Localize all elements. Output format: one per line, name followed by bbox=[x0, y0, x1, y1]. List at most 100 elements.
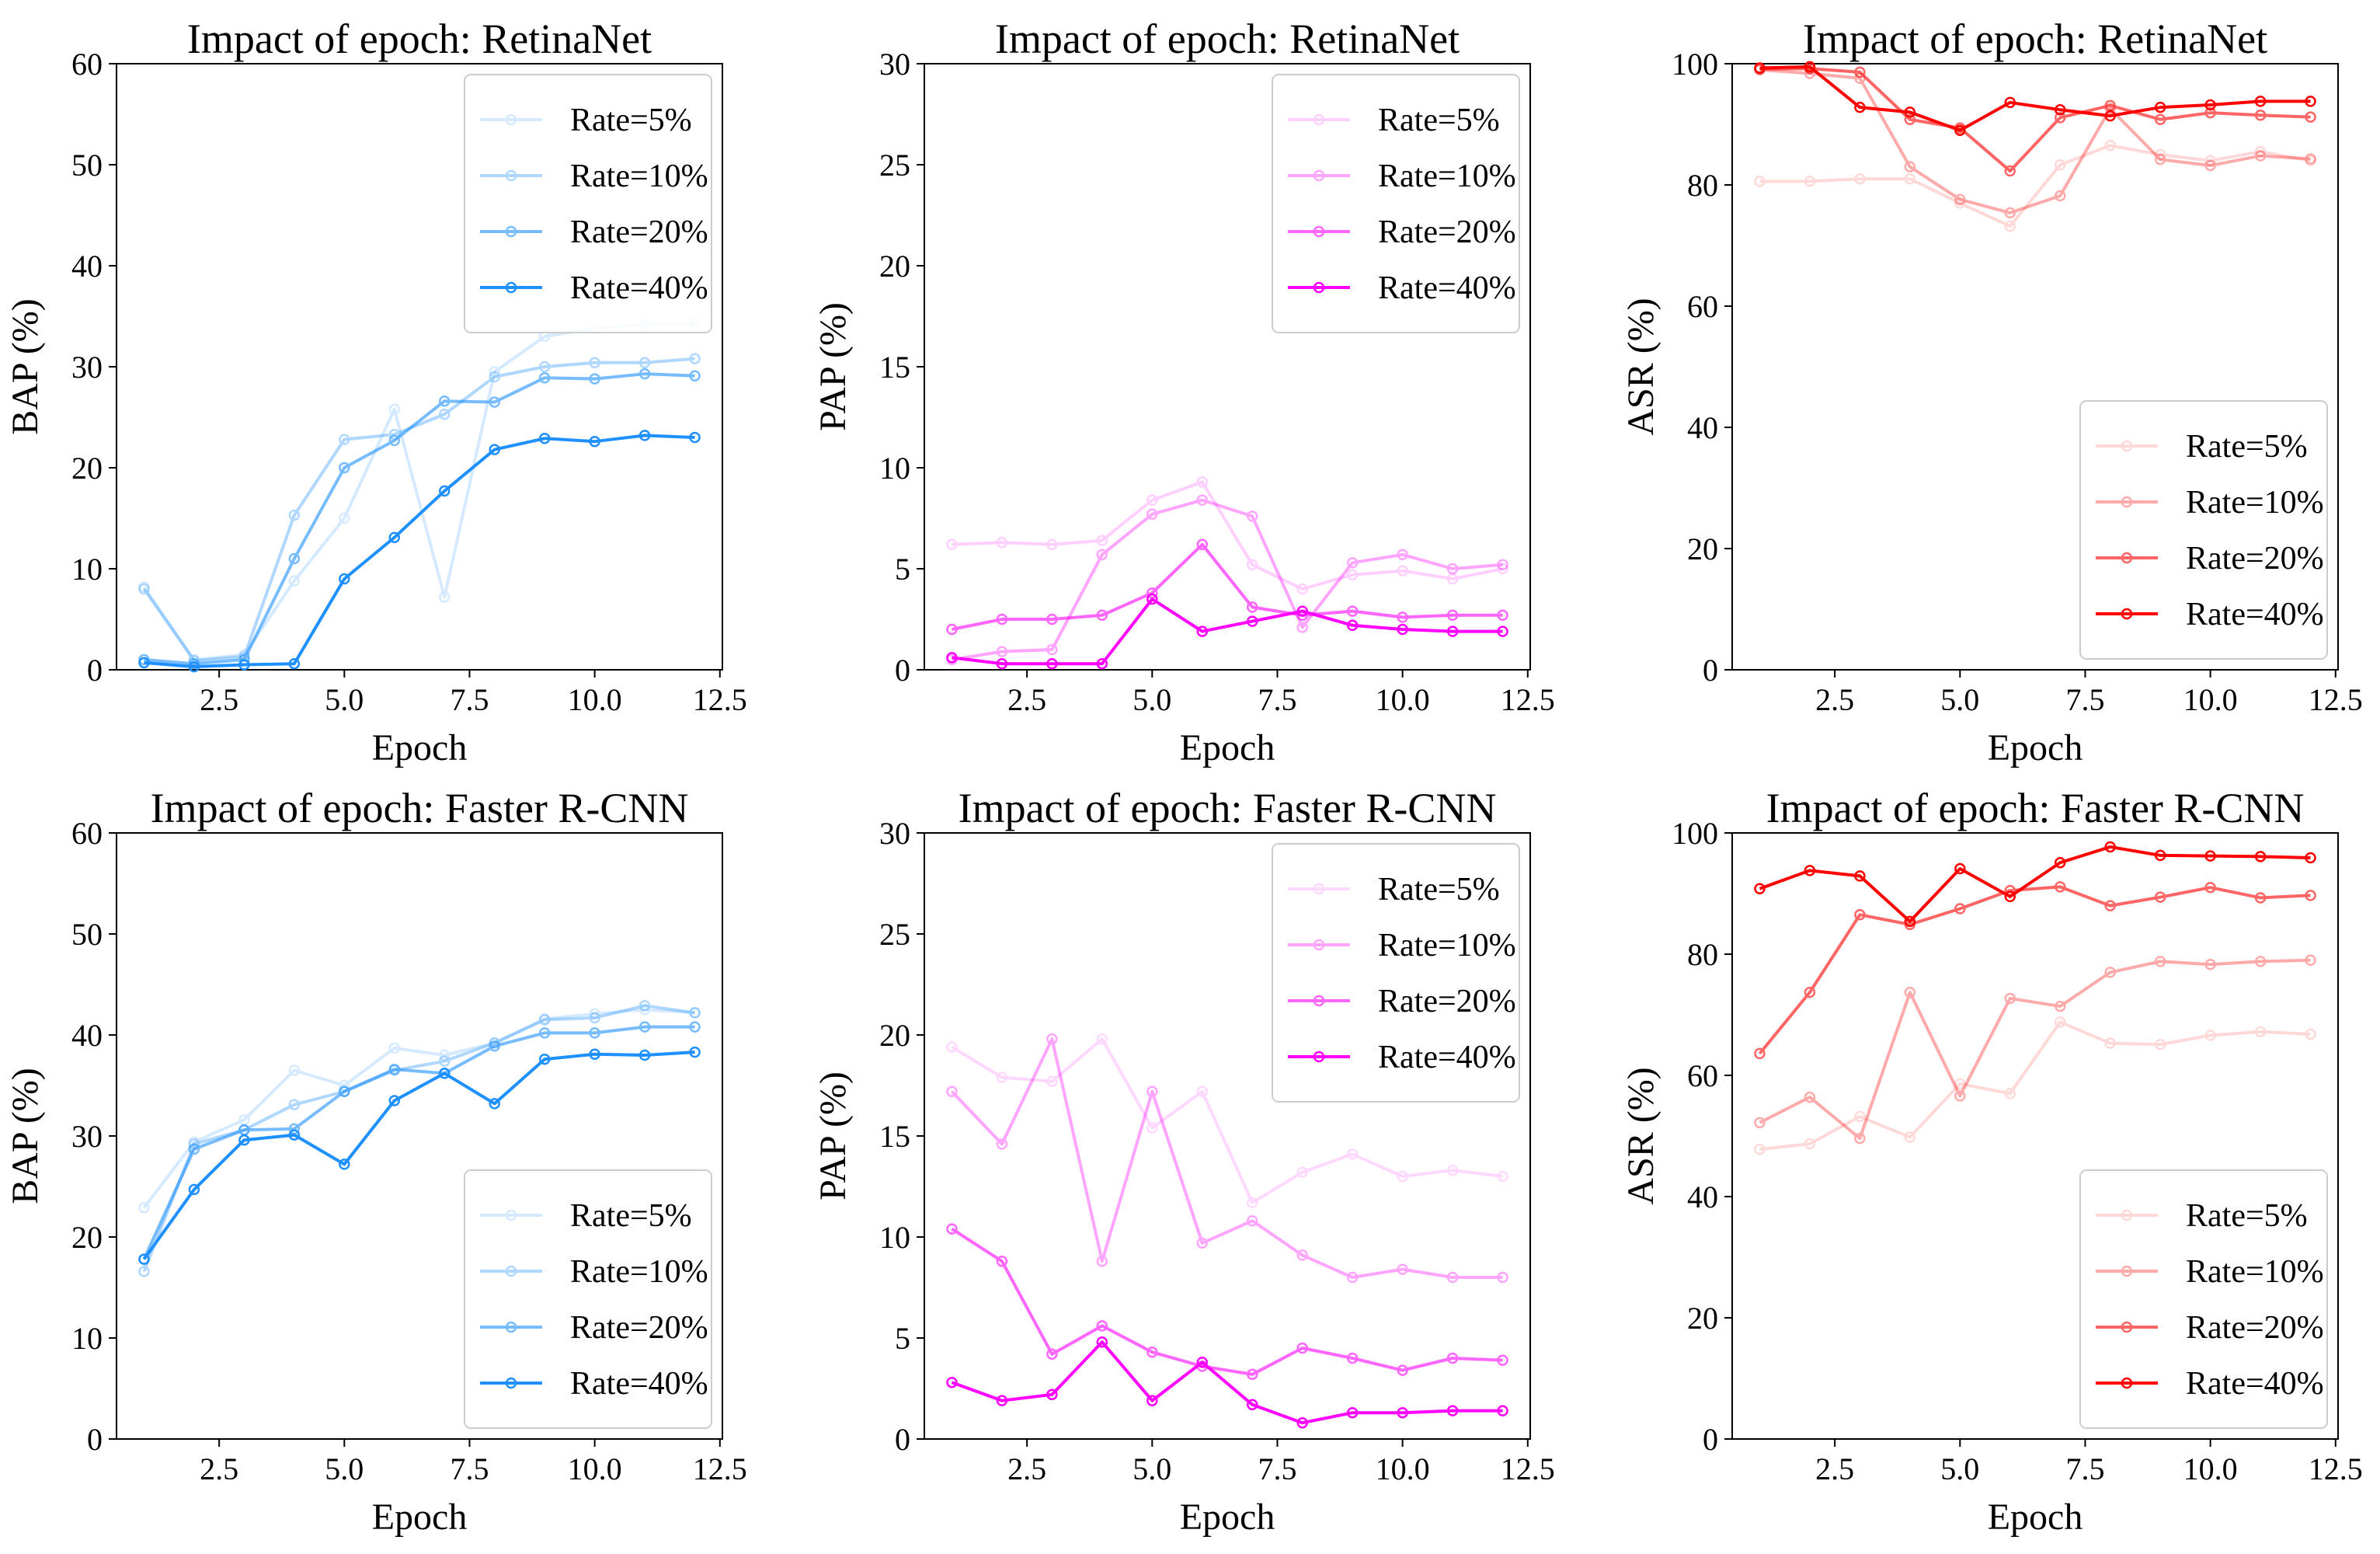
data-point bbox=[1497, 1271, 1508, 1284]
data-point bbox=[689, 353, 701, 364]
x-tick-label: 2.5 bbox=[1007, 682, 1046, 717]
data-point bbox=[1954, 862, 1966, 875]
data-point bbox=[2254, 96, 2267, 107]
plot-frame bbox=[1731, 832, 2339, 1440]
data-point bbox=[188, 1143, 200, 1155]
series-line bbox=[142, 1051, 695, 1260]
legend-swatch bbox=[2096, 608, 2158, 620]
series-line bbox=[951, 1340, 1503, 1425]
legend: Rate=5% Rate=10% Rate=20% Rate=40% bbox=[464, 1169, 712, 1429]
data-point bbox=[1346, 619, 1359, 632]
data-point bbox=[1754, 1117, 1766, 1129]
data-point bbox=[1096, 549, 1108, 561]
data-point bbox=[1754, 176, 1766, 187]
data-point bbox=[1497, 625, 1508, 637]
data-point bbox=[1854, 101, 1866, 113]
data-point bbox=[1096, 1255, 1108, 1267]
data-point bbox=[388, 434, 401, 447]
data-point bbox=[2004, 1088, 2016, 1099]
data-point bbox=[2004, 165, 2016, 177]
data-point bbox=[1446, 625, 1459, 637]
data-point bbox=[2004, 992, 2016, 1005]
data-point bbox=[1246, 601, 1258, 613]
data-point bbox=[1397, 1364, 1408, 1376]
legend-swatch bbox=[1288, 939, 1350, 951]
data-point bbox=[1446, 1164, 1459, 1176]
data-point bbox=[1804, 865, 1816, 876]
data-point bbox=[288, 575, 301, 587]
data-point bbox=[2154, 891, 2166, 903]
y-tick-label: 30 bbox=[71, 350, 103, 385]
data-point bbox=[1096, 1336, 1108, 1348]
y-tick-label: 60 bbox=[71, 47, 103, 82]
data-point bbox=[438, 485, 451, 497]
x-tick-label: 12.5 bbox=[1501, 682, 1555, 717]
data-point bbox=[138, 1265, 150, 1277]
legend-box bbox=[1272, 74, 1520, 333]
legend: Rate=5% Rate=10% Rate=20% Rate=40% bbox=[2079, 400, 2328, 660]
data-point bbox=[946, 1223, 958, 1235]
data-point bbox=[1296, 1249, 1308, 1261]
data-point bbox=[1497, 1170, 1508, 1183]
data-point bbox=[1296, 1166, 1308, 1179]
data-point bbox=[589, 1027, 600, 1039]
y-tick-label: 40 bbox=[71, 249, 103, 284]
data-point bbox=[2104, 841, 2116, 853]
y-tick-label: 15 bbox=[879, 350, 910, 385]
series-rate-10- bbox=[946, 494, 1508, 666]
data-point bbox=[1046, 613, 1058, 625]
data-point bbox=[2305, 954, 2316, 967]
x-tick-label: 5.0 bbox=[325, 1451, 364, 1486]
series-line bbox=[1759, 144, 2311, 228]
legend-swatch bbox=[1288, 113, 1350, 126]
data-point bbox=[1904, 172, 1916, 185]
data-point bbox=[2254, 110, 2267, 121]
data-point bbox=[946, 538, 958, 551]
data-point bbox=[1854, 909, 1866, 921]
legend-label: Rate=40% bbox=[1378, 1040, 1516, 1075]
data-point bbox=[1804, 986, 1816, 998]
data-point bbox=[138, 1202, 150, 1214]
y-axis-label: PAP (%) bbox=[812, 302, 854, 431]
series-rate-5- bbox=[1754, 1016, 2316, 1155]
y-tick-label: 40 bbox=[1687, 1179, 1718, 1214]
y-tick-label: 30 bbox=[879, 47, 910, 82]
legend-swatch bbox=[480, 1209, 542, 1221]
data-point bbox=[1346, 1271, 1359, 1284]
y-tick-label: 40 bbox=[1687, 410, 1718, 445]
x-tick-label: 5.0 bbox=[1133, 682, 1171, 717]
series-line bbox=[1759, 68, 2311, 214]
data-point bbox=[288, 657, 301, 670]
data-point bbox=[2054, 1016, 2066, 1028]
legend-swatch bbox=[1288, 225, 1350, 238]
data-point bbox=[1196, 494, 1209, 506]
data-point bbox=[996, 1138, 1008, 1150]
x-tick-label: 7.5 bbox=[2065, 1451, 2104, 1486]
chart-title: Impact of epoch: RetinaNet bbox=[1803, 16, 2267, 62]
data-point bbox=[1096, 657, 1108, 670]
y-tick-label: 0 bbox=[895, 653, 910, 688]
x-tick-label: 2.5 bbox=[200, 1451, 238, 1486]
data-point bbox=[638, 430, 651, 441]
data-point bbox=[1147, 494, 1158, 506]
data-point bbox=[2154, 153, 2166, 166]
data-point bbox=[1446, 609, 1459, 622]
data-point bbox=[589, 1008, 600, 1019]
chart-title: Impact of epoch: RetinaNet bbox=[995, 16, 1460, 62]
series-rate-20- bbox=[1754, 881, 2316, 1060]
x-tick-label: 12.5 bbox=[2309, 682, 2363, 717]
data-point bbox=[538, 372, 551, 384]
data-point bbox=[538, 1014, 551, 1026]
data-point bbox=[2254, 851, 2267, 862]
data-point bbox=[946, 652, 958, 664]
legend-label: Rate=40% bbox=[2186, 1366, 2324, 1402]
data-point bbox=[2054, 112, 2066, 124]
data-point bbox=[1804, 1091, 1816, 1103]
series-line bbox=[144, 434, 695, 669]
data-point bbox=[689, 1007, 701, 1019]
series-rate-5- bbox=[1754, 140, 2316, 232]
data-point bbox=[2254, 892, 2267, 904]
y-tick-label: 0 bbox=[87, 1422, 103, 1457]
legend-label: Rate=40% bbox=[570, 270, 708, 306]
data-point bbox=[339, 1085, 350, 1098]
